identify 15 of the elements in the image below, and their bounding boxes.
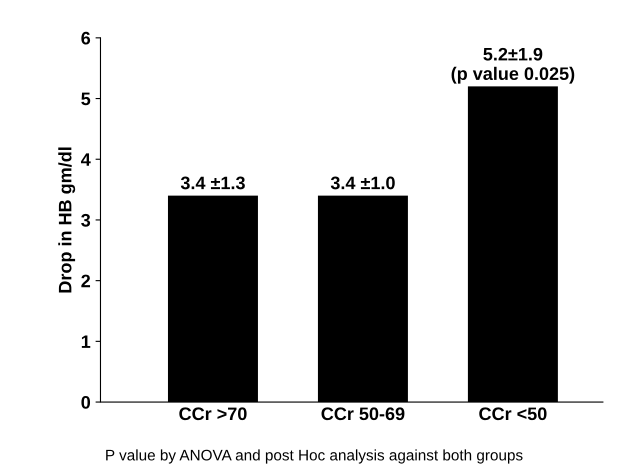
- x-tick-label: CCr 50-69: [322, 407, 404, 420]
- y-tick-label: 1: [82, 335, 90, 348]
- y-tick-label: 5: [81, 92, 90, 106]
- x-tick-label: CCr >70: [179, 407, 247, 420]
- y-tick-label: 3: [81, 214, 90, 227]
- y-axis-title: Drop in HB gm/dl: [58, 148, 76, 292]
- y-tick-label: 2: [81, 274, 90, 288]
- data-label: 3.4 ±1.0: [330, 176, 395, 190]
- y-tick-label: 0: [81, 396, 90, 409]
- text: P value by ANOVA and post Hoc analysis against both groups: [106, 449, 523, 464]
- x-tick-label: CCr <50: [479, 407, 547, 420]
- data-label: 5.2±1.9 (p value 0.025): [452, 48, 574, 84]
- y-tick-label: 4: [80, 153, 91, 166]
- y-tick-label: 6: [81, 32, 90, 45]
- data-label: 3.4 ±1.3: [180, 176, 245, 190]
